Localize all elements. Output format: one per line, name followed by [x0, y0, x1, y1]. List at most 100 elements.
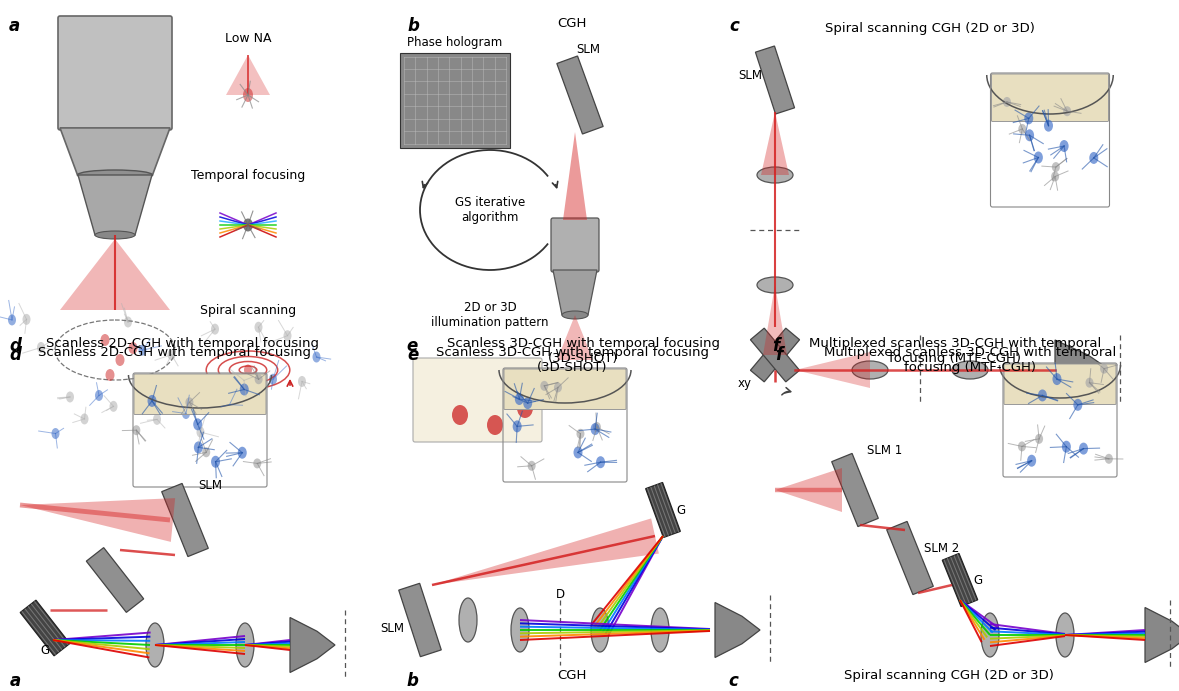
Polygon shape	[553, 270, 597, 315]
Bar	[943, 559, 963, 606]
Ellipse shape	[540, 381, 548, 391]
Ellipse shape	[511, 608, 529, 652]
Ellipse shape	[238, 446, 246, 459]
Ellipse shape	[459, 598, 477, 642]
Bar	[20, 600, 70, 656]
Text: SLM: SLM	[380, 621, 404, 634]
Text: SLM: SLM	[738, 68, 762, 82]
Ellipse shape	[554, 382, 562, 392]
Ellipse shape	[253, 458, 262, 468]
Polygon shape	[60, 239, 170, 310]
Ellipse shape	[591, 608, 610, 652]
Ellipse shape	[298, 376, 307, 387]
FancyBboxPatch shape	[134, 374, 266, 415]
Ellipse shape	[981, 613, 999, 657]
Ellipse shape	[1019, 124, 1026, 134]
Bar	[400, 53, 511, 147]
Ellipse shape	[244, 364, 252, 375]
Text: SLM: SLM	[198, 478, 222, 491]
Ellipse shape	[1003, 97, 1010, 107]
Bar	[34, 601, 68, 645]
Ellipse shape	[78, 170, 152, 180]
Ellipse shape	[1089, 152, 1099, 164]
Ellipse shape	[193, 418, 203, 430]
Ellipse shape	[1025, 113, 1033, 124]
Ellipse shape	[52, 428, 59, 439]
Bar	[21, 611, 57, 655]
Ellipse shape	[573, 446, 582, 458]
Text: d: d	[9, 346, 21, 364]
Text: a: a	[9, 672, 21, 690]
Ellipse shape	[110, 401, 118, 412]
Ellipse shape	[243, 218, 253, 231]
Bar	[957, 554, 976, 600]
Ellipse shape	[105, 369, 114, 381]
Text: Multiplexed scanless 3D-CGH with temporal
focusing (MTF-CGH): Multiplexed scanless 3D-CGH with tempora…	[824, 346, 1117, 374]
Text: Scanless 3D-CGH with temporal focusing
(3D-SHOT): Scanless 3D-CGH with temporal focusing (…	[435, 346, 709, 374]
Ellipse shape	[283, 330, 291, 341]
Bar	[27, 606, 62, 650]
FancyBboxPatch shape	[1005, 364, 1117, 404]
Ellipse shape	[153, 414, 162, 425]
Ellipse shape	[1017, 442, 1026, 451]
Ellipse shape	[523, 397, 532, 409]
Ellipse shape	[1052, 162, 1060, 172]
Ellipse shape	[513, 420, 521, 433]
Ellipse shape	[1043, 120, 1053, 132]
Ellipse shape	[225, 399, 233, 410]
Ellipse shape	[239, 384, 249, 395]
Ellipse shape	[757, 277, 793, 293]
Ellipse shape	[132, 425, 140, 435]
Ellipse shape	[1079, 443, 1088, 455]
Text: d: d	[9, 337, 21, 355]
Bar	[647, 488, 666, 537]
Ellipse shape	[528, 461, 535, 471]
Ellipse shape	[255, 375, 263, 384]
Text: CGH: CGH	[558, 669, 586, 682]
Text: b: b	[407, 672, 419, 690]
Polygon shape	[763, 285, 788, 355]
Ellipse shape	[312, 352, 321, 363]
Bar	[399, 583, 441, 656]
Ellipse shape	[182, 408, 190, 419]
Ellipse shape	[37, 342, 45, 353]
Bar	[950, 557, 970, 603]
Ellipse shape	[197, 426, 204, 437]
Ellipse shape	[515, 393, 523, 405]
Ellipse shape	[243, 88, 253, 102]
Ellipse shape	[651, 608, 668, 652]
Bar	[25, 609, 59, 652]
Ellipse shape	[577, 429, 585, 439]
Text: e: e	[407, 346, 419, 364]
Ellipse shape	[1056, 613, 1074, 657]
Ellipse shape	[591, 423, 600, 435]
Ellipse shape	[241, 375, 248, 386]
Polygon shape	[226, 55, 270, 95]
Text: c: c	[729, 672, 738, 690]
Text: f: f	[775, 346, 782, 364]
Bar	[750, 328, 799, 382]
Polygon shape	[760, 112, 789, 175]
Ellipse shape	[593, 422, 601, 432]
Ellipse shape	[1063, 106, 1072, 116]
Bar	[651, 486, 668, 536]
Ellipse shape	[193, 442, 203, 453]
Ellipse shape	[22, 314, 31, 325]
Ellipse shape	[1062, 441, 1071, 453]
Ellipse shape	[757, 167, 793, 183]
Ellipse shape	[1025, 129, 1034, 141]
Ellipse shape	[1105, 454, 1113, 464]
Ellipse shape	[211, 456, 220, 468]
Ellipse shape	[1034, 151, 1043, 164]
Ellipse shape	[1100, 363, 1108, 374]
Bar	[162, 484, 209, 556]
Ellipse shape	[487, 415, 503, 435]
Ellipse shape	[236, 623, 253, 667]
Text: Spiral scanning CGH (2D or 3D): Spiral scanning CGH (2D or 3D)	[825, 22, 1035, 35]
Text: c: c	[729, 17, 739, 35]
Text: GS iterative
algorithm: GS iterative algorithm	[455, 196, 525, 224]
Ellipse shape	[211, 323, 219, 334]
FancyBboxPatch shape	[503, 369, 626, 410]
Polygon shape	[1145, 607, 1179, 663]
Text: D: D	[555, 589, 565, 601]
